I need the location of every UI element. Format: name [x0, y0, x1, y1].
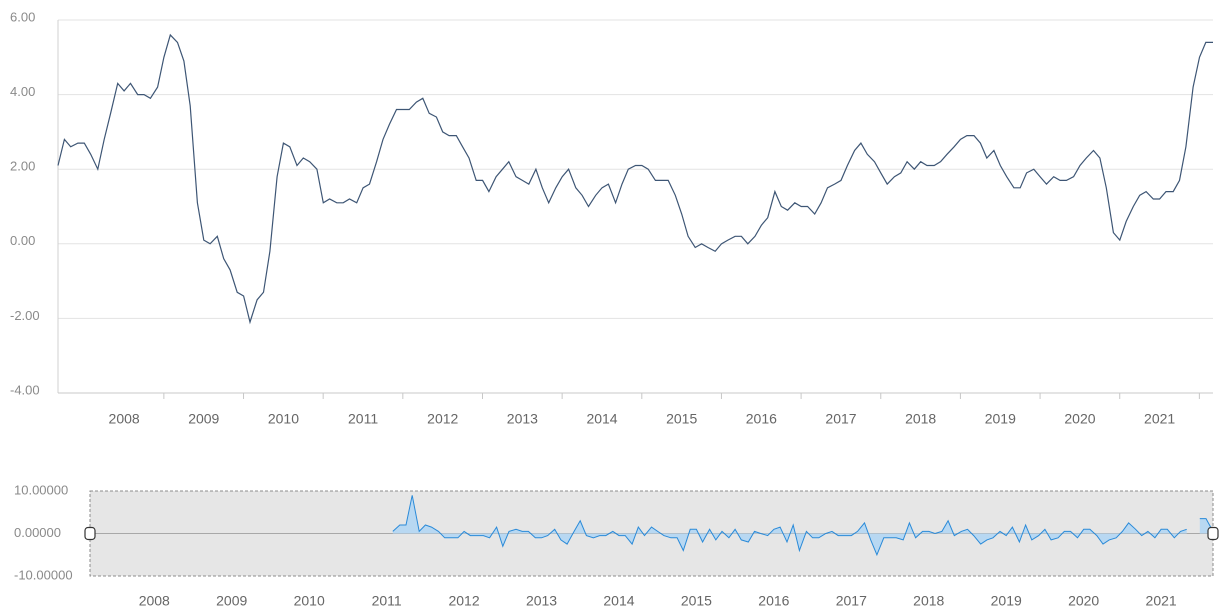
x-tick-label: 2020	[1064, 411, 1095, 427]
x-tick-label: 2015	[666, 411, 697, 427]
data-line	[57, 33, 1213, 325]
x-tick-label: 2016	[746, 411, 777, 427]
x-tick-label: 2013	[507, 411, 538, 427]
x-tick-label: 2010	[268, 411, 299, 427]
x-tick-label: 2015	[681, 593, 712, 608]
y-tick-label: 6.00	[10, 9, 35, 24]
x-tick-label: 2010	[294, 593, 325, 608]
x-tick-label: 2009	[216, 593, 247, 608]
x-tick-label: 2019	[991, 593, 1022, 608]
x-tick-label: 2017	[825, 411, 856, 427]
y-tick-label: 0.00000	[14, 525, 61, 540]
x-tick-label: 2020	[1068, 593, 1099, 608]
y-tick-label: 0.00	[10, 233, 35, 248]
x-tick-label: 2009	[188, 411, 219, 427]
x-tick-label: 2013	[526, 593, 557, 608]
x-tick-label: 2014	[603, 593, 634, 608]
x-tick-label: 2012	[448, 593, 479, 608]
x-tick-label: 2016	[758, 593, 789, 608]
y-tick-label: 10.00000	[14, 482, 68, 497]
y-tick-label: -10.00000	[14, 567, 73, 582]
x-tick-label: 2011	[372, 593, 402, 608]
x-tick-label: 2019	[985, 411, 1016, 427]
x-tick-label: 2011	[348, 411, 378, 427]
x-tick-label: 2012	[427, 411, 458, 427]
data-line	[392, 495, 1187, 557]
x-tick-label: 2021	[1146, 593, 1177, 608]
x-tick-label: 2008	[109, 411, 140, 427]
navigator-handle	[1207, 526, 1219, 541]
x-tick-label: 2018	[905, 411, 936, 427]
y-tick-label: -2.00	[10, 308, 40, 323]
navigator-handle	[84, 526, 96, 541]
x-tick-label: 2021	[1144, 411, 1175, 427]
x-tick-label: 2017	[836, 593, 867, 608]
x-tick-label: 2014	[586, 411, 617, 427]
y-tick-label: -4.00	[10, 382, 40, 397]
x-tick-label: 2018	[913, 593, 944, 608]
y-tick-label: 2.00	[10, 159, 35, 174]
y-tick-label: 4.00	[10, 84, 35, 99]
x-tick-label: 2008	[139, 593, 170, 608]
